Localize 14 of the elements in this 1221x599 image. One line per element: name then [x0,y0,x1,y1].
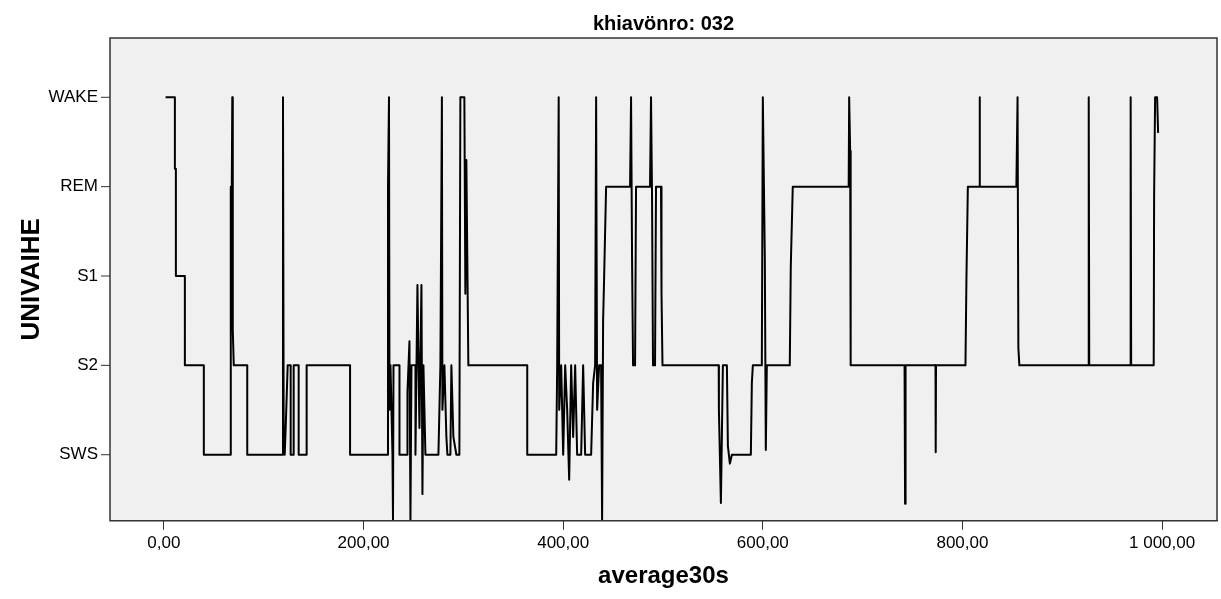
text: S2 [77,355,98,375]
y-axis-title: UNIVAIHE [15,218,46,341]
x-tick-label: 800,00 [936,532,989,552]
x-tick-label: 400,00 [537,532,590,552]
x-axis-title: average30s [598,561,729,589]
x-tick-label: 1 000,00 [1129,532,1196,552]
x-tick-label: 0,00 [147,532,181,552]
x-tick-label: 600,00 [736,532,789,552]
text: REM [60,176,98,196]
x-tick-label: 200,00 [337,532,390,552]
text: WAKE [48,86,98,106]
text: SWS [59,444,98,464]
text: S1 [77,265,98,285]
chart-title: khiavönro: 032 [592,11,735,34]
